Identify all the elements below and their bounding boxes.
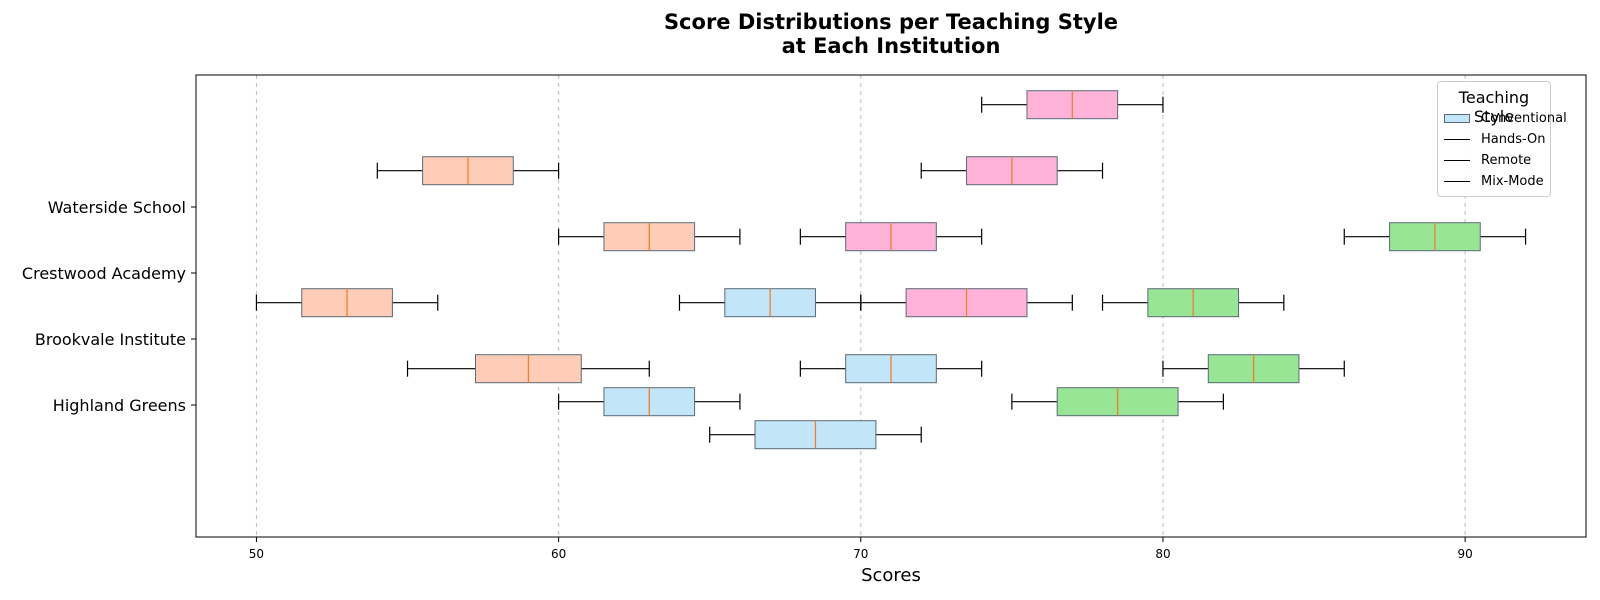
x-axis-label: Scores (861, 565, 921, 586)
plot-frame (195, 74, 1587, 538)
y-tick-label: Highland Greens (53, 396, 186, 415)
x-tick-label: 80 (1155, 547, 1170, 561)
x-tick-label: 70 (853, 547, 868, 561)
box-remote (981, 90, 1164, 120)
legend: Teaching Style Conventional Hands-On Rem… (1437, 81, 1567, 197)
box-hands-on (406, 354, 650, 384)
box-remote (920, 156, 1104, 186)
legend-label-conventional: Conventional (1481, 111, 1567, 126)
chart-title-line-2: at Each Institution (781, 34, 1001, 58)
box-conventional (678, 288, 862, 318)
x-tick-label: 90 (1457, 547, 1472, 561)
y-tick-label: Brookvale Institute (35, 330, 186, 349)
box-hands-on (255, 288, 439, 318)
box-mix-mode (1011, 387, 1224, 417)
y-tick-label: Crestwood Academy (22, 264, 186, 283)
legend-label-mix-mode: Mix-Mode (1481, 174, 1544, 189)
box-remote (799, 222, 983, 252)
box-hands-on (558, 222, 741, 252)
x-tick-label: 60 (551, 547, 566, 561)
legend-label-remote: Remote (1481, 153, 1532, 168)
box-mix-mode (1101, 288, 1285, 318)
y-tick-label: Waterside School (48, 198, 186, 217)
box-layer (255, 90, 1527, 450)
legend-line-hands-on (1444, 139, 1470, 140)
box-remote (860, 288, 1073, 318)
legend-swatch-conventional (1444, 114, 1470, 123)
chart-title-line-1: Score Distributions per Teaching Style (663, 10, 1119, 34)
axis-layer: 50 60 70 80 90 Highland Greens Brookvale Insti… (22, 198, 1473, 561)
chart-title: Score Distributions per Teaching Style a… (0, 10, 1600, 58)
box-mix-mode (1162, 354, 1345, 384)
grid-layer (255, 75, 1466, 537)
box-conventional (709, 420, 922, 450)
legend-line-remote (1444, 160, 1470, 161)
box-mix-mode (1343, 222, 1527, 252)
box-conventional (799, 354, 983, 384)
legend-title: Teaching Style (1458, 88, 1530, 126)
box-hands-on (376, 156, 560, 186)
box-conventional (558, 387, 741, 417)
legend-label-hands-on: Hands-On (1481, 132, 1546, 147)
x-tick-label: 50 (249, 547, 264, 561)
legend-line-mix-mode (1444, 181, 1470, 182)
